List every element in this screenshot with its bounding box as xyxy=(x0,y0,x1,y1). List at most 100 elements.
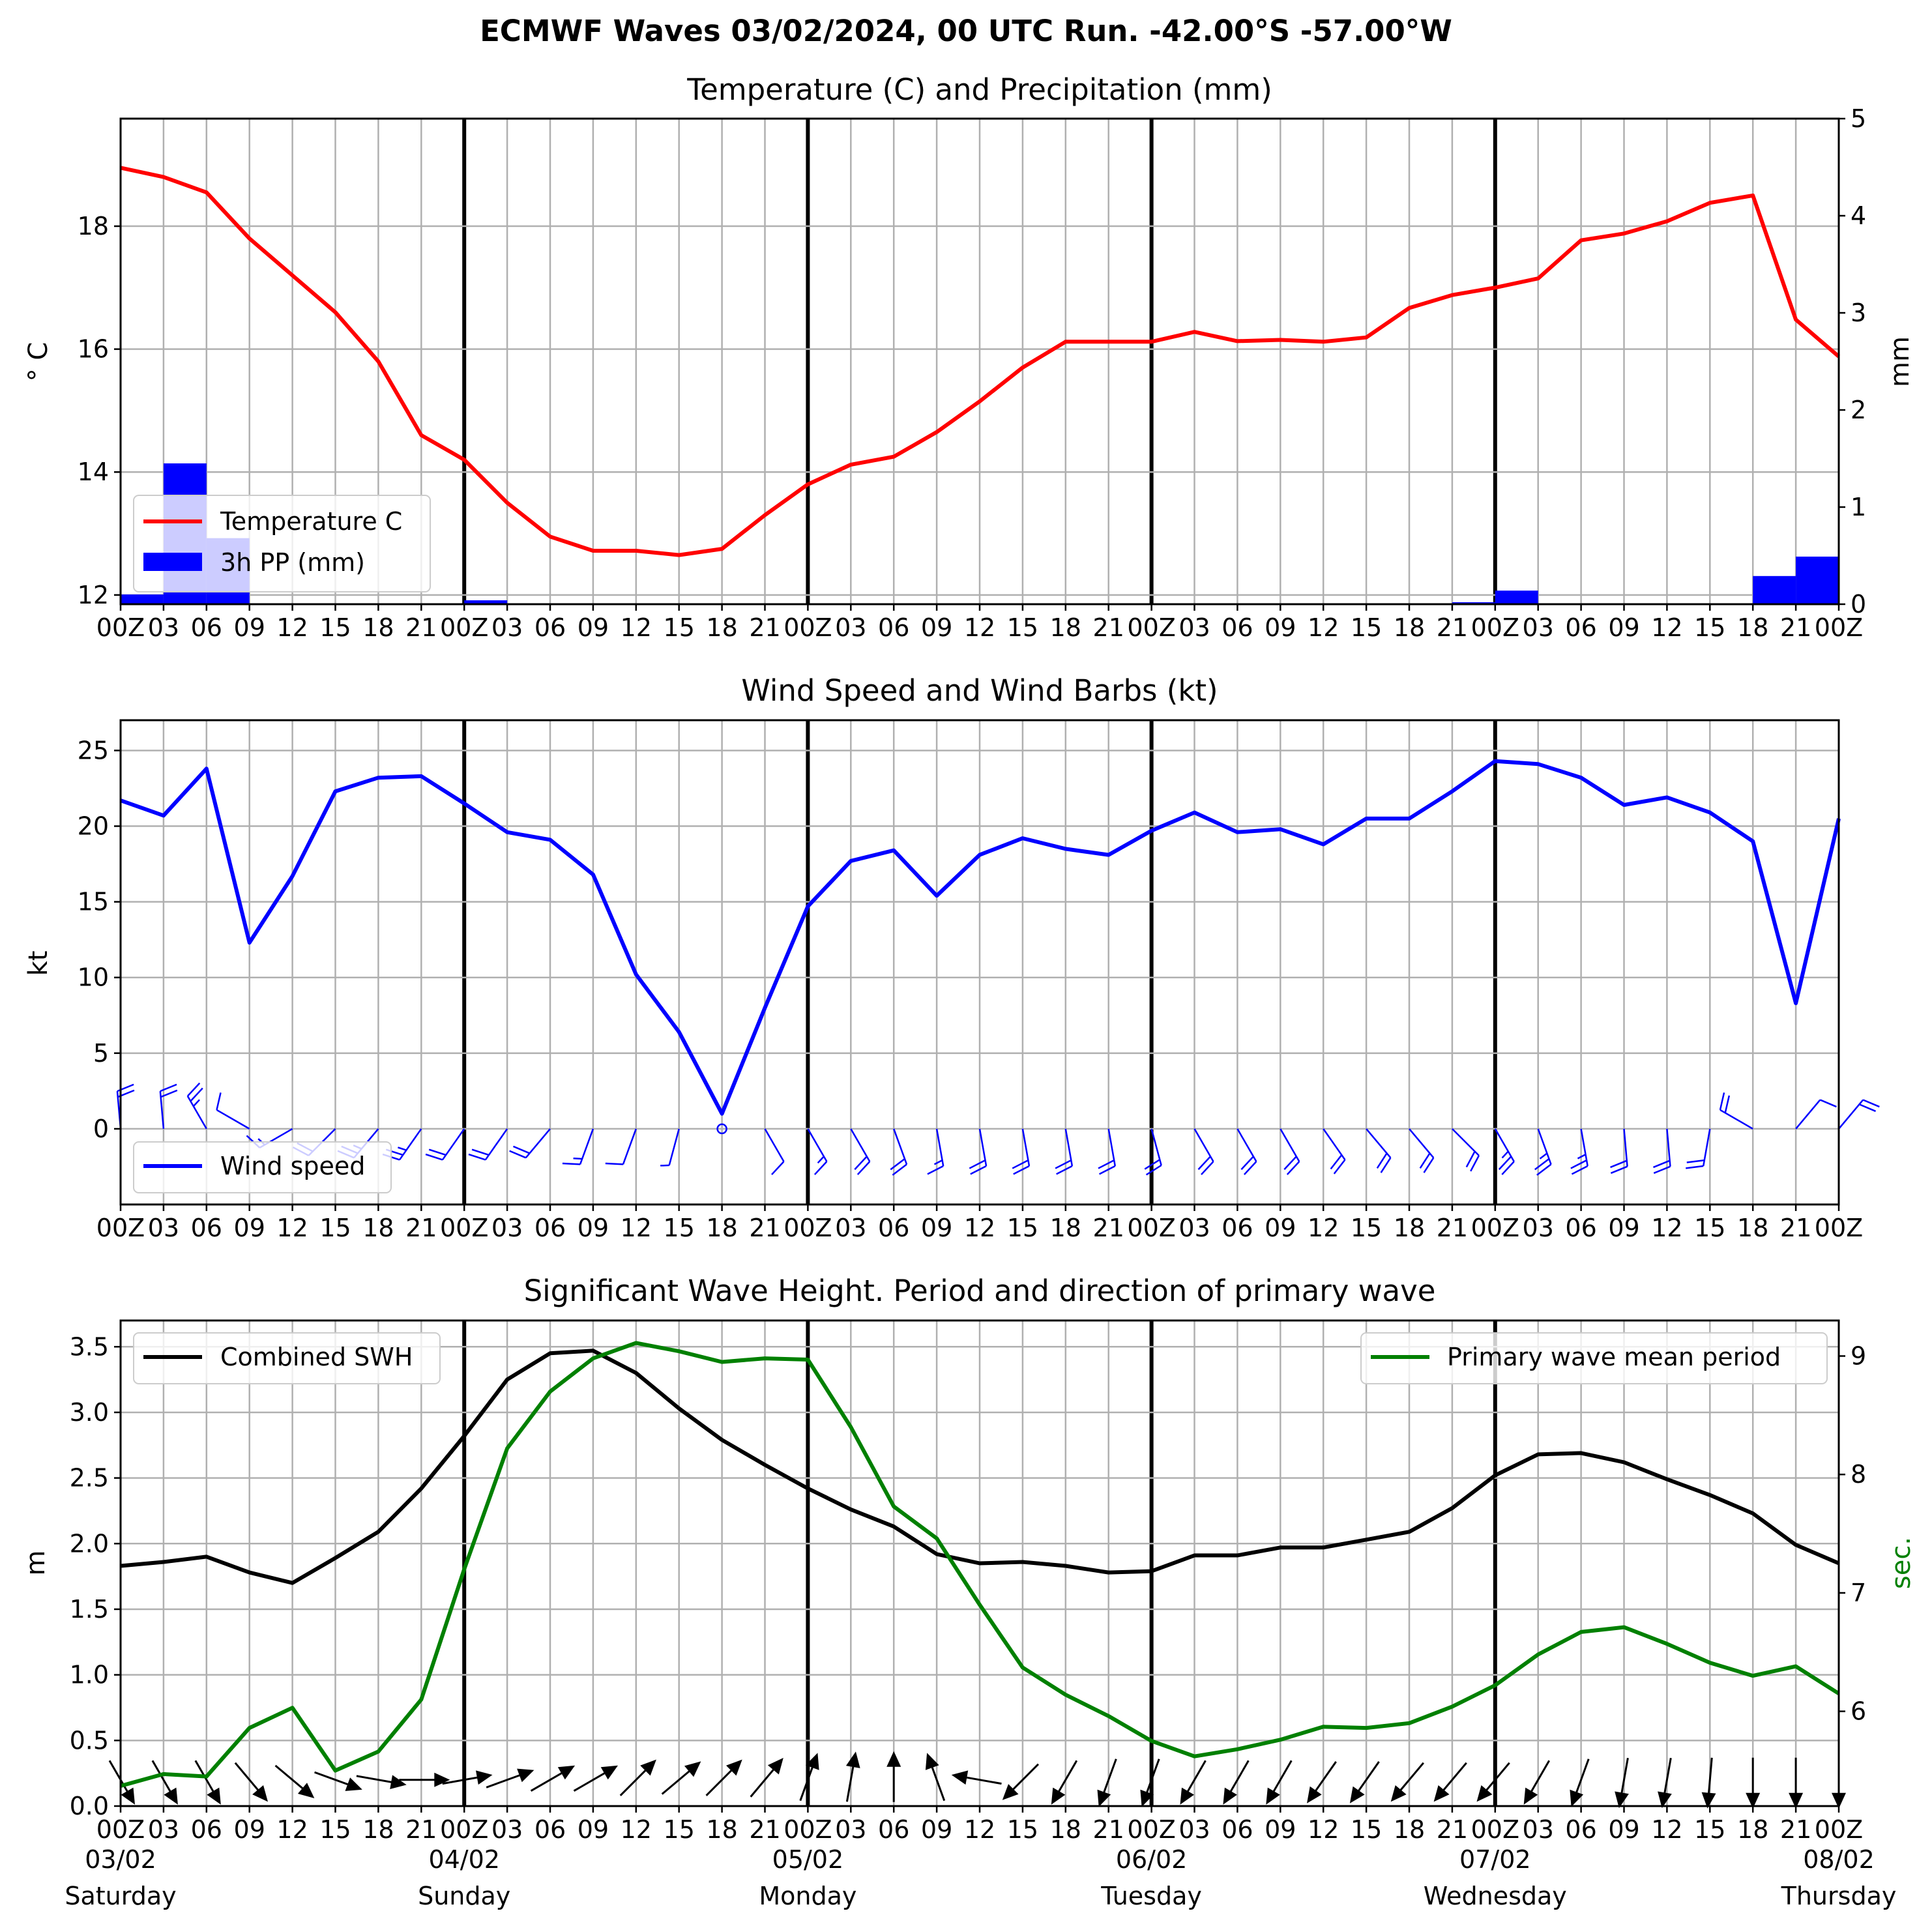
wind-barb-shaft xyxy=(579,1128,594,1165)
x-tick-label: 21 xyxy=(1093,1214,1124,1242)
legend-wind-speed-label: Wind speed xyxy=(220,1152,365,1180)
y-tick-label: 1.5 xyxy=(70,1595,109,1624)
y2-tick-label: 7 xyxy=(1851,1579,1866,1607)
wind-barb xyxy=(1193,1128,1214,1175)
legend-precipitation-label: 3h PP (mm) xyxy=(220,548,365,577)
x-tick-label: 18 xyxy=(1050,613,1081,642)
wind-barb-flag xyxy=(1859,1103,1877,1113)
wind-barb-shaft xyxy=(1064,1128,1074,1167)
wave-direction-arrow xyxy=(1789,1757,1804,1809)
y-tick-label: 5 xyxy=(93,1039,109,1068)
x-tick-label: 12 xyxy=(276,1214,308,1242)
wave-arrow-head xyxy=(1349,1786,1365,1803)
wind-barb xyxy=(1534,1128,1552,1176)
x-tick-label: 21 xyxy=(1437,613,1468,642)
wave-arrow-head xyxy=(640,1759,656,1776)
x-tick-label: 15 xyxy=(1007,1214,1038,1242)
wind-barb-flag xyxy=(970,1165,987,1175)
wind-barb-half-flag xyxy=(573,1158,583,1160)
wind-barb xyxy=(1055,1128,1074,1175)
weekday-label: Monday xyxy=(759,1882,856,1910)
precipitation-bar xyxy=(1796,556,1839,604)
wind-barb xyxy=(1012,1128,1031,1175)
x-tick-label: 09 xyxy=(578,1815,609,1844)
y2-tick-label: 9 xyxy=(1851,1342,1866,1371)
x-tick-label: 03 xyxy=(148,613,179,642)
wind-barb xyxy=(1686,1128,1711,1169)
wave-direction-arrow xyxy=(750,1758,783,1798)
weekday-label: Thursday xyxy=(1781,1882,1897,1910)
wind-barb-shaft xyxy=(1580,1128,1588,1167)
x-tick-label: 03 xyxy=(1523,1815,1554,1844)
wind-barb-flag xyxy=(1098,1160,1115,1169)
wind-barb-flag xyxy=(1055,1160,1072,1169)
precipitation-axis-label: mm xyxy=(1885,336,1915,387)
date-label: 06/02 xyxy=(1116,1845,1188,1874)
wave-arrow-head xyxy=(1390,1785,1407,1802)
y-tick-label: 3.0 xyxy=(70,1398,109,1427)
y-tick-label: 14 xyxy=(78,458,109,486)
legend-swh-label: Combined SWH xyxy=(220,1343,413,1371)
x-tick-label: 09 xyxy=(1265,1815,1296,1844)
wind-barb-flag xyxy=(1056,1165,1073,1175)
x-tick-label: 18 xyxy=(1737,1815,1768,1844)
wind-barb xyxy=(1366,1128,1392,1173)
x-tick-label: 15 xyxy=(319,1214,351,1242)
wind-panel-title: Wind Speed and Wind Barbs (kt) xyxy=(741,673,1218,708)
wind-barb-flag xyxy=(1243,1161,1257,1175)
x-tick-label: 15 xyxy=(1694,1815,1725,1844)
wind-axis-label: kt xyxy=(23,951,53,976)
x-tick-label: 06 xyxy=(534,1214,566,1242)
x-tick-label: 18 xyxy=(1737,1214,1768,1242)
y-tick-label: 16 xyxy=(78,335,109,364)
x-tick-label: 18 xyxy=(706,613,737,642)
wind-barb-flag xyxy=(468,1153,486,1161)
wind-barb-shaft xyxy=(1366,1128,1392,1159)
wind-barb-flag xyxy=(186,1082,201,1097)
wind-barb xyxy=(509,1128,551,1159)
x-tick-label: 00Z xyxy=(783,613,832,642)
wind-barb-flag xyxy=(1419,1152,1431,1169)
x-tick-label: 00Z xyxy=(1127,1214,1175,1242)
y2-tick-label: 5 xyxy=(1851,104,1866,133)
wind-barb-shaft xyxy=(1623,1128,1628,1167)
x-tick-label: 03 xyxy=(1178,613,1210,642)
wave-direction-arrow xyxy=(573,1765,618,1792)
wind-barb xyxy=(1610,1128,1628,1175)
x-tick-label: 03 xyxy=(491,1815,523,1844)
wind-barb xyxy=(1280,1128,1300,1175)
y-tick-label: 12 xyxy=(78,581,109,609)
y-tick-label: 2.5 xyxy=(70,1464,109,1493)
wave-direction-arrow xyxy=(1746,1757,1761,1809)
wind-barb xyxy=(1323,1128,1346,1175)
wind-barb-flag xyxy=(1423,1157,1435,1173)
wave-direction-arrow xyxy=(951,1770,1002,1785)
temperature-c-line xyxy=(120,166,1840,557)
x-tick-label: 15 xyxy=(664,613,695,642)
wind-barb-flag xyxy=(813,1161,828,1175)
x-tick-label: 21 xyxy=(405,1815,437,1844)
x-tick-label: 00Z xyxy=(1471,613,1519,642)
x-tick-label: 06 xyxy=(878,1214,909,1242)
wind-barb-shaft xyxy=(807,1128,828,1162)
x-tick-label: 06 xyxy=(191,1815,222,1844)
x-tick-label: 12 xyxy=(621,1815,652,1844)
x-tick-label: 21 xyxy=(405,1214,437,1242)
wind-barb-flag xyxy=(1012,1160,1029,1169)
wind-barb xyxy=(850,1128,871,1175)
wind-barb-shaft xyxy=(622,1128,637,1165)
weekday-label: Tuesday xyxy=(1100,1882,1202,1910)
y2-tick-label: 6 xyxy=(1851,1697,1866,1726)
wind-barb-shaft xyxy=(978,1128,988,1167)
wave-arrow-head xyxy=(345,1777,362,1791)
x-tick-label: 18 xyxy=(706,1815,737,1844)
x-tick-label: 09 xyxy=(1265,1214,1296,1242)
wave-height-axis-label: m xyxy=(21,1551,51,1576)
wave-arrow-head xyxy=(207,1787,221,1805)
wave-arrow-head xyxy=(845,1751,860,1768)
wind-barb xyxy=(216,1092,250,1130)
wind-barb xyxy=(1838,1099,1880,1130)
wind-barb-flag xyxy=(562,1162,581,1165)
wind-barb-half-flag xyxy=(817,1156,825,1164)
date-label: 04/02 xyxy=(428,1845,500,1874)
